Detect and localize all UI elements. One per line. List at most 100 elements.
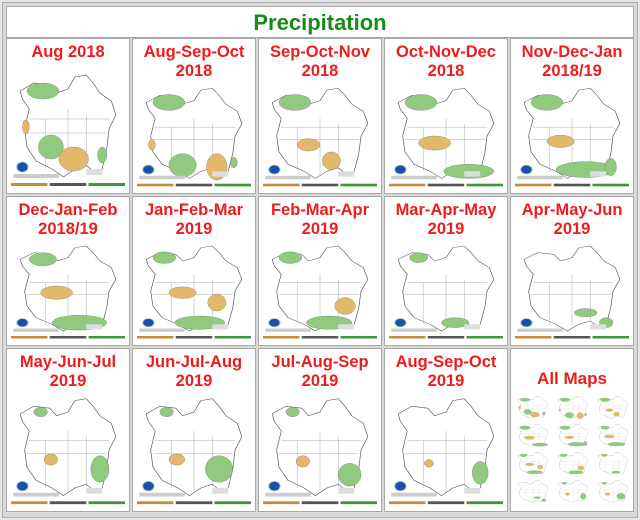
map-cell[interactable]: Aug 2018 bbox=[6, 38, 130, 194]
outlook-map bbox=[137, 88, 251, 187]
legend-below bbox=[389, 501, 426, 505]
map-period-label[interactable]: Nov-Dec-Jan 2018/19 bbox=[521, 43, 623, 80]
legend-normal bbox=[427, 501, 465, 505]
all-maps-link[interactable]: All Maps bbox=[510, 348, 634, 512]
map-cell[interactable]: Jun-Jul-Aug 2019 bbox=[132, 348, 256, 512]
outlook-map bbox=[137, 398, 251, 505]
map-cell[interactable]: Feb-Mar-Apr 2019 bbox=[258, 196, 382, 346]
outlook-map bbox=[515, 245, 629, 339]
all-maps-thumbnail bbox=[595, 451, 631, 477]
noaa-logo-icon bbox=[16, 318, 29, 328]
map-cell[interactable]: Mar-Apr-May 2019 bbox=[384, 196, 508, 346]
map-period-label[interactable]: Jun-Jul-Aug 2019 bbox=[145, 353, 243, 390]
above-normal-area bbox=[584, 413, 587, 416]
above-normal-area bbox=[443, 164, 495, 179]
below-normal-area bbox=[43, 453, 58, 466]
map-period-label[interactable]: Aug-Sep-Oct 2018 bbox=[143, 43, 245, 80]
map-cell[interactable]: Jul-Aug-Sep 2019 bbox=[258, 348, 382, 512]
map-cell[interactable]: Sep-Oct-Nov 2018 bbox=[258, 38, 382, 194]
legend-above bbox=[466, 336, 503, 339]
outlook-map bbox=[515, 88, 629, 187]
map-cell[interactable]: Aug-Sep-Oct 2019 bbox=[384, 348, 508, 512]
noaa-logo-icon bbox=[142, 318, 155, 328]
legend-normal bbox=[175, 501, 213, 505]
above-normal-area bbox=[565, 412, 574, 418]
legend-normal bbox=[49, 336, 87, 339]
noaa-logo-icon bbox=[394, 480, 407, 492]
map-period-label[interactable]: Dec-Jan-Feb 2018/19 bbox=[18, 201, 118, 238]
legend-below bbox=[263, 183, 300, 187]
above-normal-area bbox=[602, 482, 607, 485]
all-maps-thumbnail bbox=[555, 479, 591, 505]
map-period-label[interactable]: Feb-Mar-Apr 2019 bbox=[270, 201, 370, 238]
legend-above bbox=[88, 501, 125, 505]
legend-above bbox=[466, 183, 503, 187]
map-cell[interactable]: Dec-Jan-Feb 2018/19 bbox=[6, 196, 130, 346]
legend-below bbox=[137, 501, 174, 505]
outlook-map bbox=[263, 245, 377, 339]
legend-below bbox=[11, 336, 48, 339]
noaa-logo-icon bbox=[142, 164, 155, 175]
above-normal-area bbox=[562, 482, 567, 485]
legend-below bbox=[263, 501, 300, 505]
map-cell[interactable]: May-Jun-Jul 2019 bbox=[6, 348, 130, 512]
map-period-label[interactable]: Mar-Apr-May 2019 bbox=[395, 201, 497, 238]
legend-above bbox=[214, 501, 251, 505]
map-cell[interactable]: Oct-Nov-Dec 2018 bbox=[384, 38, 508, 194]
above-normal-area bbox=[542, 411, 546, 416]
map-cell[interactable]: Apr-May-Jun 2019 bbox=[510, 196, 634, 346]
map-period-label[interactable]: Oct-Nov-Dec 2018 bbox=[396, 43, 496, 80]
legend-above bbox=[340, 501, 377, 505]
above-normal-area bbox=[530, 94, 564, 111]
above-normal-area bbox=[526, 470, 543, 474]
outlook-map bbox=[11, 398, 125, 505]
above-normal-area bbox=[600, 426, 610, 430]
above-normal-area bbox=[601, 454, 608, 457]
above-normal-area bbox=[278, 94, 312, 111]
outlook-map bbox=[597, 396, 629, 419]
all-maps-thumbnail bbox=[595, 479, 631, 505]
outlook-map bbox=[517, 396, 549, 419]
legend-normal bbox=[175, 183, 213, 187]
below-normal-area bbox=[537, 464, 544, 470]
map-cell[interactable]: Nov-Dec-Jan 2018/19 bbox=[510, 38, 634, 194]
below-normal-area bbox=[424, 459, 434, 468]
above-normal-area bbox=[574, 308, 598, 317]
below-normal-area bbox=[546, 134, 575, 148]
map-period-label[interactable]: Apr-May-Jun 2019 bbox=[521, 201, 623, 238]
below-normal-area bbox=[565, 492, 570, 496]
map-cell[interactable]: Jan-Feb-Mar 2019 bbox=[132, 196, 256, 346]
above-normal-area bbox=[604, 157, 617, 176]
legend-above bbox=[340, 183, 377, 187]
below-normal-area bbox=[295, 455, 310, 468]
below-normal-area bbox=[334, 297, 356, 315]
legend-normal bbox=[301, 501, 339, 505]
noaa-logo-icon bbox=[520, 318, 533, 328]
map-period-label[interactable]: Jul-Aug-Sep 2019 bbox=[271, 353, 369, 390]
outlook-map bbox=[263, 88, 377, 187]
map-period-label[interactable]: Aug 2018 bbox=[31, 43, 105, 61]
legend-normal bbox=[553, 183, 591, 187]
map-cell[interactable]: Aug-Sep-Oct 2018 bbox=[132, 38, 256, 194]
map-period-label[interactable]: Aug-Sep-Oct 2019 bbox=[395, 353, 497, 390]
outlook-map bbox=[263, 398, 377, 505]
above-normal-area bbox=[38, 134, 64, 160]
outlook-map bbox=[517, 452, 549, 475]
legend-below bbox=[515, 336, 552, 339]
map-period-label[interactable]: May-Jun-Jul 2019 bbox=[19, 353, 117, 390]
legend-below bbox=[137, 183, 174, 187]
all-maps-thumbnail bbox=[555, 395, 591, 421]
below-normal-area bbox=[604, 434, 615, 439]
all-maps-thumbnail bbox=[555, 451, 591, 477]
map-period-label[interactable]: Jan-Feb-Mar 2019 bbox=[144, 201, 244, 238]
noaa-logo-icon bbox=[268, 480, 281, 492]
outlook-map bbox=[597, 452, 629, 475]
above-normal-area bbox=[611, 470, 621, 474]
legend-below bbox=[263, 336, 300, 339]
outlook-map bbox=[557, 424, 589, 447]
legend-normal bbox=[49, 501, 87, 505]
all-maps-label[interactable]: All Maps bbox=[537, 369, 607, 388]
above-normal-area bbox=[441, 317, 469, 328]
map-period-label[interactable]: Sep-Oct-Nov 2018 bbox=[270, 43, 370, 80]
above-normal-area bbox=[519, 425, 531, 430]
